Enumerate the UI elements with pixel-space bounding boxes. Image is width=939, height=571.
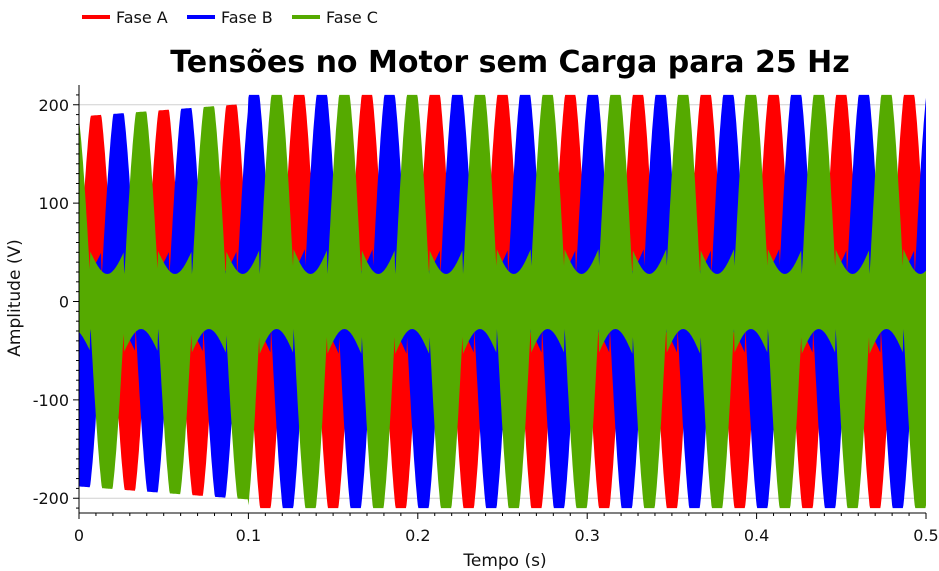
legend-label-fase-c: Fase C (326, 8, 378, 27)
x-tick-label: 0.5 (913, 526, 938, 545)
y-tick-label: -200 (33, 489, 69, 508)
x-tick-label: 0 (74, 526, 84, 545)
x-tick-label: 0.4 (744, 526, 769, 545)
x-axis-label: Tempo (s) (462, 551, 546, 571)
y-axis-label: Amplitude (V) (5, 239, 25, 356)
legend-label-fase-a: Fase A (116, 8, 168, 27)
plot-area (79, 94, 926, 509)
legend: Fase A Fase B Fase C (82, 8, 378, 27)
y-tick-label: 0 (59, 293, 69, 312)
x-tick-label: 0.3 (574, 526, 599, 545)
x-tick-label: 0.2 (405, 526, 430, 545)
x-tick-label: 0.1 (236, 526, 261, 545)
axes: -200 -100 0 100 200 0 0.1 0.2 0.3 0.4 0.5 (33, 85, 939, 545)
y-tick-label: 200 (38, 96, 69, 115)
y-tick-label: 100 (38, 194, 69, 213)
legend-label-fase-b: Fase B (221, 8, 273, 27)
y-tick-label: -100 (33, 391, 69, 410)
chart-title: Tensões no Motor sem Carga para 25 Hz (170, 45, 849, 80)
series-fase-c-band (79, 94, 926, 509)
